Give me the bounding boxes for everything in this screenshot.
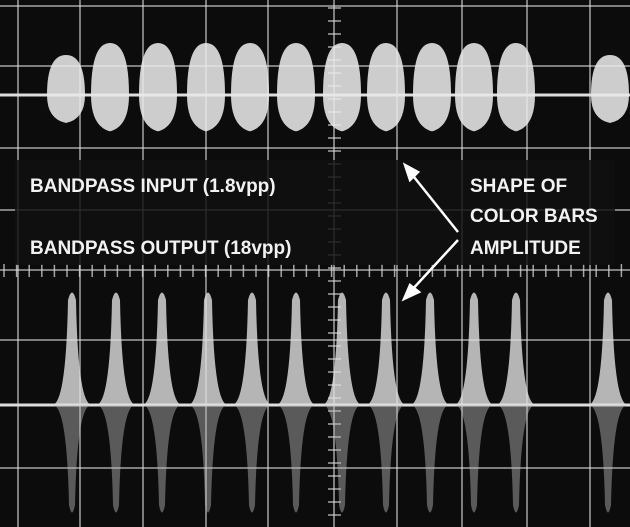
burst: [367, 43, 405, 131]
burst: [413, 43, 451, 131]
burst: [497, 43, 535, 131]
note-line: COLOR BARS: [470, 206, 598, 227]
burst: [455, 43, 493, 131]
burst: [591, 55, 629, 123]
burst: [323, 43, 361, 131]
burst: [47, 55, 85, 123]
note-line: AMPLITUDE: [470, 238, 581, 259]
burst: [139, 43, 177, 131]
oscilloscope-screen: BANDPASS INPUT (1.8vpp) BANDPASS OUTPUT …: [0, 0, 630, 527]
burst: [91, 43, 129, 131]
burst: [187, 43, 225, 131]
burst: [231, 43, 269, 131]
note-line: SHAPE OF: [470, 176, 567, 197]
input-label: BANDPASS INPUT (1.8vpp): [30, 176, 276, 197]
burst: [277, 43, 315, 131]
output-label: BANDPASS OUTPUT (18vpp): [30, 238, 291, 259]
